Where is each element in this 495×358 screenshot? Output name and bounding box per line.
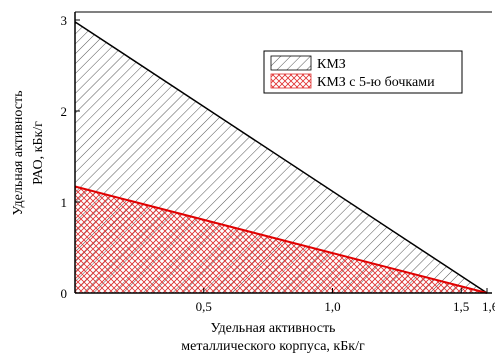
x-axis-label-line-2: металлического корпуса, кБк/г — [181, 339, 365, 354]
legend-swatch-kmz — [270, 55, 312, 71]
y-tick-label: 2 — [61, 104, 68, 119]
legend-label-kmz: КМЗ — [317, 57, 346, 72]
legend: КМЗ КМЗ с 5-ю бочками — [263, 50, 463, 94]
series-line-kmz-5-barrels — [74, 185, 488, 294]
x-tick-label: 1,0 — [324, 299, 340, 314]
y-tick-label: 0 — [61, 286, 68, 301]
y-tick-label: 3 — [61, 13, 68, 28]
y-axis-label-line-1: Удельная активность — [11, 91, 26, 216]
legend-swatch-kmz-5-barrels — [270, 73, 312, 89]
y-tick-label: 1 — [61, 195, 68, 210]
x-tick-label: 0,5 — [196, 299, 212, 314]
plot-area — [74, 21, 488, 294]
x-tick-label: 1,6 — [482, 299, 495, 314]
x-axis-ticks: 0,5 1,0 1,5 1,6 — [196, 288, 495, 314]
x-tick-label: 1,5 — [453, 299, 469, 314]
x-axis-label-line-1: Удельная активность — [211, 321, 336, 336]
y-axis-label-line-2: РАО, кБк/г — [31, 121, 46, 185]
y-axis-ticks: 0 1 2 3 — [61, 13, 80, 301]
series-line-kmz — [74, 21, 488, 294]
legend-label-kmz-5-barrels: КМЗ с 5-ю бочками — [317, 75, 435, 90]
